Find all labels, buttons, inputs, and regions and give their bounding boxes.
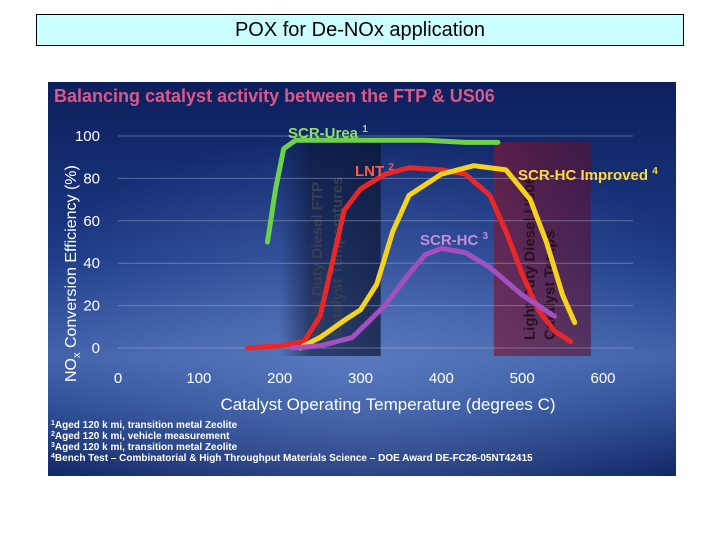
x-tick-label: 100 [186, 370, 211, 387]
y-tick-label: 100 [75, 128, 100, 145]
footnotes: 1Aged 120 k mi, transition metal Zeolite… [51, 420, 533, 464]
x-tick-label: 600 [590, 370, 615, 387]
y-axis-label-main: NO [63, 358, 80, 382]
series-label-scr-hc-improved: SCR-HC Improved 4 [518, 166, 658, 184]
y-tick-label: 80 [83, 170, 100, 187]
x-tick-label: 0 [114, 370, 122, 387]
series-label-lnt: LNT 2 [355, 162, 394, 180]
y-axis-label-rest: Conversion Efficiency (%) [63, 165, 80, 352]
y-axis-label-sub: x [71, 352, 83, 358]
x-tick-label: 400 [429, 370, 454, 387]
slide-title-box: POX for De-NOx application [36, 14, 684, 46]
series-label-scr-urea: SCR-Urea 1 [288, 124, 368, 142]
footnote-1: 1Aged 120 k mi, transition metal Zeolite [51, 420, 238, 431]
y-tick-label: 40 [83, 255, 100, 272]
y-tick-label: 60 [83, 213, 100, 230]
y-tick-label: 20 [83, 298, 100, 315]
series-line-scr-urea [265, 137, 501, 245]
x-tick-label: 200 [267, 370, 292, 387]
footnote-4: 4Bench Test – Combinatorial & High Throu… [51, 453, 533, 464]
series-line-scr-hc [289, 245, 557, 351]
chart-title: Balancing catalyst activity between the … [54, 86, 495, 106]
slide-title: POX for De-NOx application [234, 18, 486, 41]
series-line-scr-hc-improved [297, 163, 578, 351]
footnote-3: 3Aged 120 k mi, transition metal Zeolite [51, 442, 238, 453]
series-label-scr-hc: SCR-HC 3 [420, 231, 489, 249]
chart-svg: Light Duty Diesel FTP Catalyst Temperatur… [48, 82, 676, 476]
footnote-2: 2Aged 120 k mi, vehicle measurement [51, 431, 230, 442]
band-0 [279, 142, 381, 356]
chart-image: Light Duty Diesel FTP Catalyst Temperatur… [48, 82, 676, 476]
band-0-label-line-1: Light Duty Diesel FTP [309, 182, 326, 337]
x-tick-label: 300 [348, 370, 373, 387]
x-axis-label: Catalyst Operating Temperature (degrees … [220, 395, 555, 414]
y-tick-label: 0 [92, 340, 100, 357]
y-axis-label: NOx Conversion Efficiency (%) [63, 165, 83, 382]
x-tick-label: 500 [510, 370, 535, 387]
series-line-lnt [244, 165, 574, 351]
